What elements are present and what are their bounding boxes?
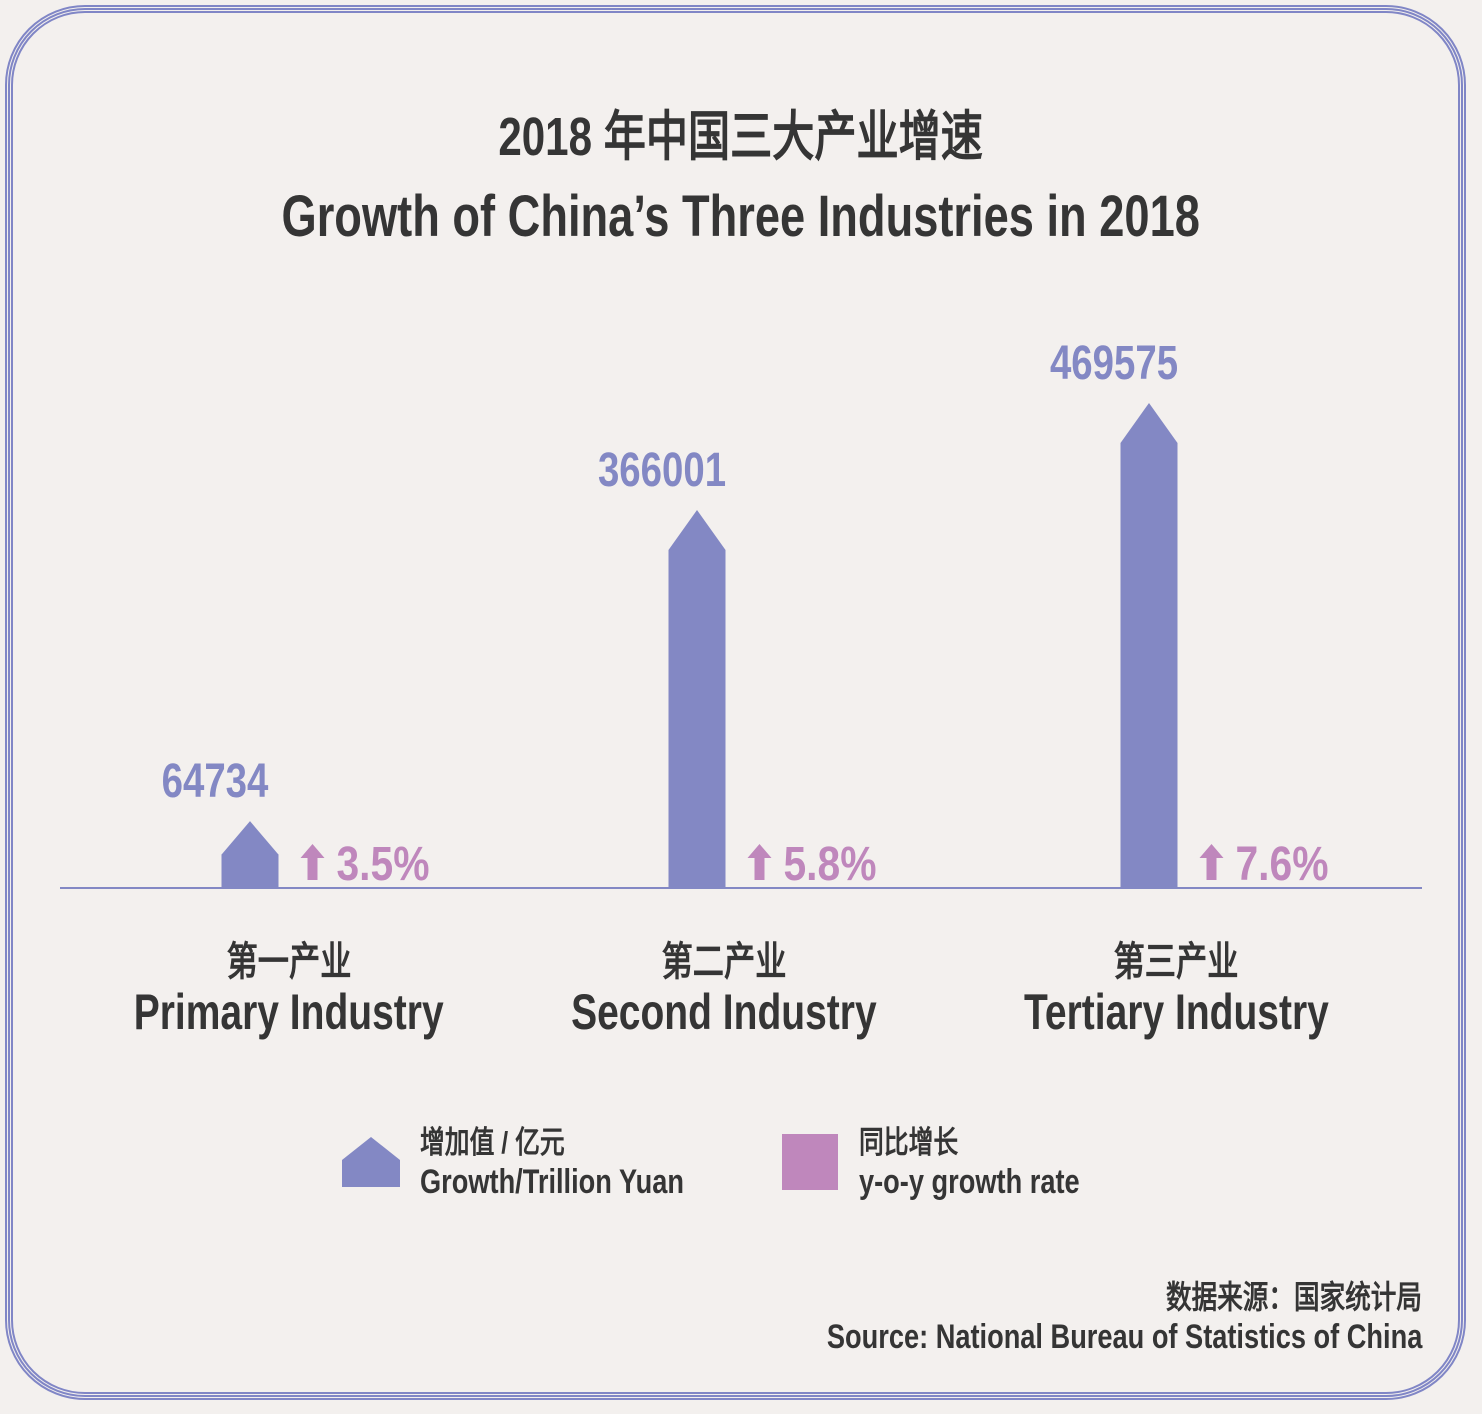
category-label-en: Primary Industry: [134, 984, 444, 1040]
page-frame-middle: [8, 8, 1463, 1397]
category-label-cn: 第二产业: [661, 940, 787, 984]
legend-label-en: Growth/Trillion Yuan: [420, 1163, 684, 1201]
category-label-cn: 第一产业: [226, 940, 352, 984]
category-label-tertiary: 第三产业 Tertiary Industry: [946, 940, 1406, 1040]
value-bar: [668, 509, 726, 889]
source-note: 数据来源：国家统计局 Source: National Bureau of St…: [678, 1278, 1422, 1358]
legend-label-en: y-o-y growth rate: [859, 1163, 1080, 1201]
source-note-en: Source: National Bureau of Statistics of…: [826, 1318, 1422, 1356]
page-frame-outer: [5, 5, 1466, 1400]
source-note-cn: 数据来源：国家统计局: [1165, 1279, 1422, 1315]
value-label: 366001: [598, 444, 726, 497]
category-label-cn: 第三产业: [1113, 940, 1239, 984]
page-frame-inner: [11, 11, 1460, 1394]
legend-label-cn: 增加值 / 亿元: [420, 1125, 565, 1160]
legend-item-growth: 同比增长 y-o-y growth rate: [859, 1124, 1135, 1202]
growth-arrow-icon: [300, 844, 325, 880]
category-label-primary: 第一产业 Primary Industry: [59, 940, 519, 1040]
growth-rate-label: 5.8%: [784, 838, 877, 891]
growth-arrow-icon: [747, 844, 772, 880]
value-label: 469575: [1050, 337, 1178, 390]
chart-title-english: Growth of China’s Three Industries in 20…: [281, 184, 1201, 249]
category-label-en: Tertiary Industry: [1023, 984, 1329, 1040]
category-label-second: 第二产业 Second Industry: [494, 940, 954, 1040]
chart-title-chinese: 2018 年中国三大产业增速: [498, 107, 984, 167]
legend-label-cn: 同比增长: [859, 1125, 959, 1160]
category-label-en: Second Industry: [571, 984, 877, 1040]
value-bar: [1120, 403, 1178, 889]
legend-house-arrow-icon: [342, 1137, 400, 1187]
growth-arrow-icon: [1199, 844, 1224, 880]
growth-rate-label: 7.6%: [1236, 838, 1329, 891]
value-bar: [221, 821, 279, 889]
legend-item-value: 增加值 / 亿元 Growth/Trillion Yuan: [420, 1124, 750, 1202]
growth-rate-label: 3.5%: [337, 838, 430, 891]
value-label: 64734: [162, 755, 269, 808]
legend-square-icon: [782, 1134, 838, 1190]
